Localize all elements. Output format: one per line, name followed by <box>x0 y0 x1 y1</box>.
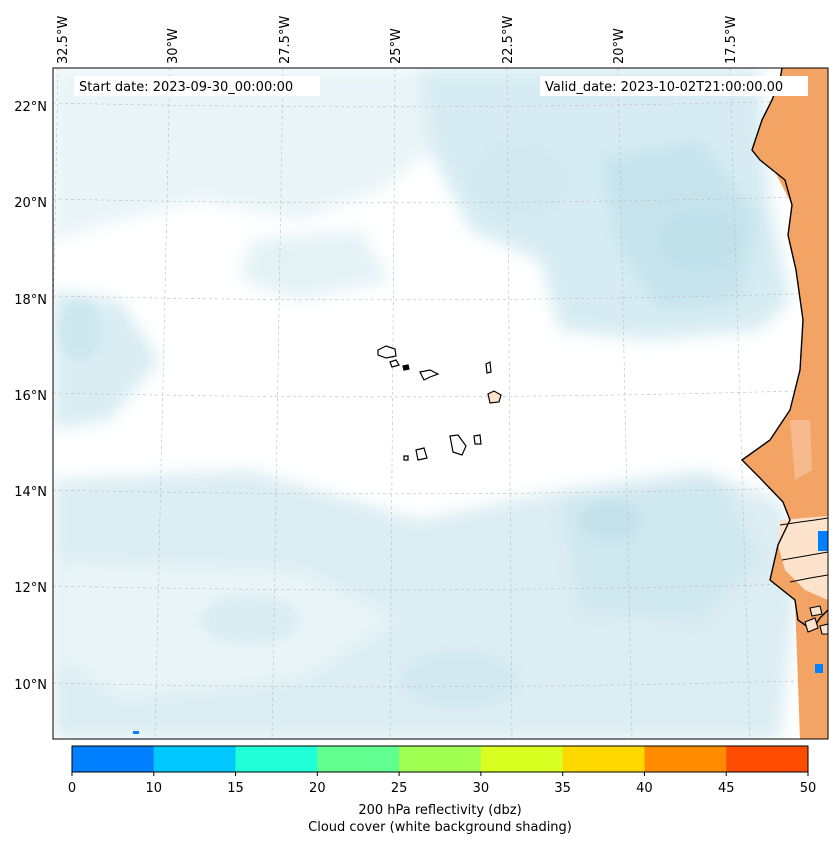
bissagos-islands <box>804 605 828 635</box>
colorbar-tick-label: 50 <box>800 781 817 796</box>
lon-label: 17.5°W <box>724 16 739 64</box>
lon-label: 22.5°W <box>501 16 516 64</box>
map-content: Start date: 2023-09-30_00:00:00 Valid_da… <box>53 68 828 739</box>
lat-label: 16°N <box>14 389 47 404</box>
cape-verde-islands <box>377 345 502 461</box>
gambia-river <box>779 517 828 526</box>
reflectivity-cell <box>818 531 828 551</box>
colorbar-tick-label: 40 <box>636 781 653 796</box>
colorbar-frame <box>71 745 809 773</box>
valid-date-label: Valid_date: 2023-10-02T21:00:00.00 <box>545 80 783 95</box>
colorbar-tick-label: 0 <box>68 781 76 796</box>
colorbar-segment <box>644 746 727 772</box>
cloud-cover-detail <box>58 140 740 710</box>
colorbar-segment <box>317 746 400 772</box>
lon-label: 32.5°W <box>56 16 71 64</box>
colorbar-segment <box>726 746 809 772</box>
lon-label: 20°W <box>612 28 627 64</box>
guinea-border <box>789 574 828 583</box>
lon-label: 27.5°W <box>278 16 293 64</box>
colorbar-segment <box>480 746 564 772</box>
colorbar-label: 200 hPa reflectivity (dbz) <box>358 803 521 818</box>
colorbar-segment <box>562 746 645 772</box>
lon-label: 25°W <box>389 28 404 64</box>
colorbar-tick-label: 45 <box>718 781 735 796</box>
colorbar-tick-label: 35 <box>554 781 571 796</box>
latitude-labels: 22°N 20°N 18°N 16°N 14°N 12°N 10°N <box>14 100 47 693</box>
colorbar: 0 10 15 20 25 30 35 40 45 50 <box>68 745 817 796</box>
colorbar-sublabel: Cloud cover (white background shading) <box>308 820 572 835</box>
lon-label: 30°W <box>166 28 181 64</box>
lat-label: 20°N <box>14 196 47 211</box>
colorbar-segment <box>72 746 155 772</box>
colorbar-tick-label: 20 <box>309 781 326 796</box>
reflectivity-cell <box>133 731 139 734</box>
graticule <box>53 68 828 739</box>
lat-label: 18°N <box>14 293 47 308</box>
reflectivity-cell <box>815 664 823 673</box>
colorbar-tick-label: 15 <box>227 781 244 796</box>
lat-label: 14°N <box>14 485 47 500</box>
colorbar-tick-label: 25 <box>391 781 408 796</box>
colorbar-tick-label: 10 <box>146 781 163 796</box>
lat-label: 12°N <box>14 581 47 596</box>
start-date-box <box>74 76 320 96</box>
longitude-labels: 32.5°W 30°W 27.5°W 25°W 22.5°W 20°W 17.5… <box>56 16 739 64</box>
coastline <box>740 68 828 631</box>
lat-label: 22°N <box>14 100 47 115</box>
colorbar-segment <box>235 746 318 772</box>
start-date-label: Start date: 2023-09-30_00:00:00 <box>79 80 293 95</box>
colorbar-tick-label: 30 <box>473 781 490 796</box>
colorbar-segment <box>399 746 482 772</box>
map-frame <box>52 67 829 740</box>
casamance-border <box>781 551 828 561</box>
colorbar-segment <box>153 746 237 772</box>
african-coast-land <box>742 68 828 739</box>
lat-label: 10°N <box>14 678 47 693</box>
valid-date-box <box>540 76 808 96</box>
